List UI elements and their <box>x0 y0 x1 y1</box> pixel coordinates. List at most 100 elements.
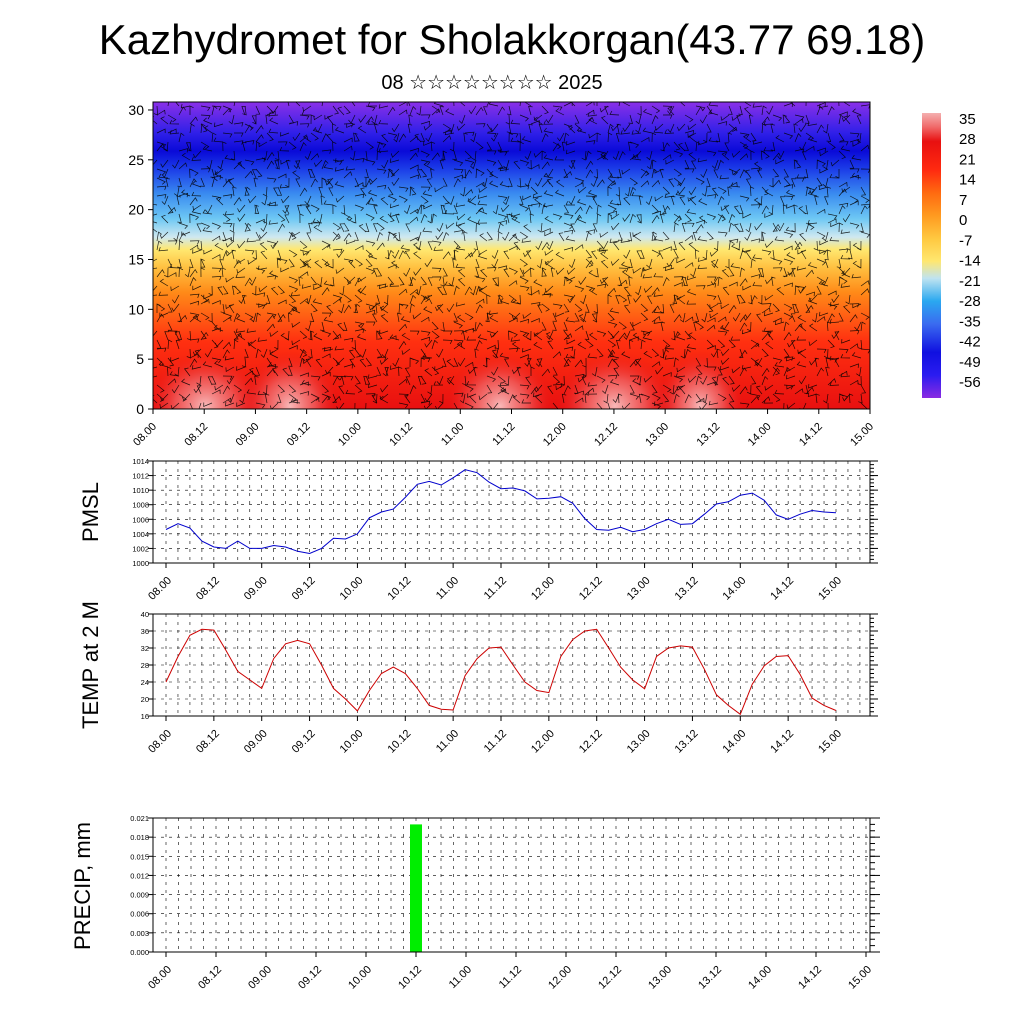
wind-barb <box>653 401 664 406</box>
wind-barb <box>358 114 367 123</box>
wind-barb <box>651 361 661 368</box>
wind-barb <box>277 173 287 179</box>
wind-barb <box>636 214 642 224</box>
wind-barb <box>849 330 860 335</box>
wind-barb <box>387 335 397 341</box>
wind-barb <box>332 231 341 240</box>
wind-barb <box>453 392 464 398</box>
wind-barb <box>174 331 180 341</box>
wind-barb <box>673 249 679 259</box>
wind-barb <box>416 105 422 116</box>
wind-barb <box>255 105 261 115</box>
wind-barb <box>306 232 312 242</box>
wind-barb <box>706 177 711 187</box>
wind-barb <box>585 102 595 107</box>
wind-barb <box>695 397 705 404</box>
wind-barb <box>570 223 576 233</box>
wind-barb <box>453 204 458 214</box>
wind-barb <box>357 323 367 332</box>
wind-barb <box>620 261 631 269</box>
wind-barb <box>772 152 781 161</box>
wind-barb <box>321 371 331 377</box>
wind-barb <box>192 314 202 323</box>
wind-barb <box>382 366 389 377</box>
wind-barb <box>518 195 524 205</box>
wind-barb <box>717 159 724 170</box>
wind-barb <box>635 285 642 296</box>
wind-barb <box>367 200 378 206</box>
x-tick-label: 10.00 <box>346 964 374 992</box>
wind-barb <box>851 172 862 179</box>
wind-barb <box>261 195 268 206</box>
wind-barb <box>796 361 807 368</box>
wind-barb <box>288 294 297 304</box>
wind-barb <box>281 195 290 204</box>
wind-barb <box>381 159 389 169</box>
wind-barb <box>254 204 259 215</box>
wind-barb <box>270 286 279 296</box>
wind-barb <box>321 312 332 317</box>
wind-barb <box>191 191 202 197</box>
wind-barb <box>156 339 162 349</box>
wind-barb <box>409 357 414 368</box>
wind-barb <box>488 102 499 107</box>
wind-barb <box>280 132 290 137</box>
wind-barb <box>721 268 730 278</box>
wind-barb <box>389 334 400 341</box>
wind-barb <box>713 169 719 179</box>
wind-barb <box>522 312 532 320</box>
wind-barb <box>420 120 431 126</box>
wind-barb <box>354 132 360 142</box>
wind-barb <box>634 358 642 368</box>
wind-barb <box>200 123 208 133</box>
wind-barb <box>653 319 664 324</box>
wind-barb <box>799 232 807 242</box>
wind-barb <box>307 168 313 179</box>
wind-barb <box>367 252 378 260</box>
wind-barb <box>156 143 165 152</box>
wind-barb <box>222 222 233 228</box>
x-tick-label: 14.00 <box>746 964 774 992</box>
wind-barb <box>453 330 464 335</box>
wind-barb <box>533 342 543 350</box>
wind-barb <box>269 351 279 359</box>
wind-barb <box>662 246 672 251</box>
wind-barb <box>497 213 508 220</box>
wind-barb <box>728 240 734 251</box>
wind-barb <box>646 150 653 161</box>
wind-barb <box>280 267 290 273</box>
wind-barb <box>299 357 306 368</box>
x-tick-label: 12.12 <box>592 421 620 449</box>
wind-barb <box>404 367 411 377</box>
wind-barb <box>567 124 576 134</box>
wind-barb <box>849 159 855 169</box>
wind-barb <box>427 277 433 287</box>
wind-barb <box>420 295 429 305</box>
wind-barb <box>632 332 642 341</box>
wind-barb <box>684 114 694 123</box>
wind-barb <box>752 140 763 145</box>
wind-barb <box>251 169 257 179</box>
wind-barb <box>653 235 664 242</box>
wind-barb <box>786 366 796 372</box>
wind-barb <box>596 375 606 383</box>
wind-barb <box>499 148 510 153</box>
wind-barb <box>752 254 763 260</box>
wind-barb <box>475 258 480 268</box>
wind-barb <box>167 102 169 107</box>
y-tick-label: 1012 <box>132 472 149 481</box>
wind-barb <box>552 375 561 384</box>
wind-barb <box>609 238 620 244</box>
colorbar-label: -21 <box>959 273 981 290</box>
wind-barb <box>153 330 158 337</box>
wind-barb <box>423 402 433 409</box>
wind-barb <box>699 402 708 409</box>
wind-barb <box>277 223 285 233</box>
colorbar-label: -42 <box>959 334 981 351</box>
wind-barb <box>665 159 675 165</box>
wind-barb <box>348 349 356 359</box>
wind-barb <box>772 114 783 122</box>
wind-barb <box>486 375 497 383</box>
wind-barb <box>541 368 550 377</box>
wind-barb <box>336 402 345 409</box>
